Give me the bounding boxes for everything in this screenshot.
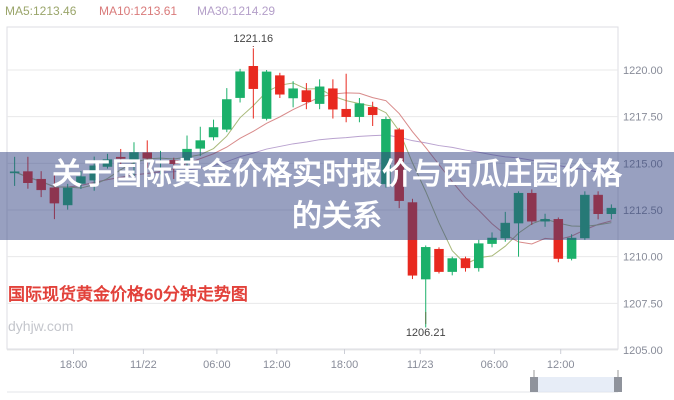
- svg-text:11/22: 11/22: [130, 359, 157, 371]
- svg-text:1220.00: 1220.00: [623, 65, 663, 77]
- svg-text:11/23: 11/23: [407, 359, 434, 371]
- svg-text:18:00: 18:00: [331, 359, 359, 371]
- svg-text:1206.21: 1206.21: [406, 327, 446, 339]
- svg-text:06:00: 06:00: [481, 359, 509, 371]
- svg-text:1205.00: 1205.00: [623, 345, 663, 357]
- svg-text:1221.16: 1221.16: [233, 33, 273, 45]
- svg-text:1207.50: 1207.50: [623, 298, 663, 310]
- svg-text:1210.00: 1210.00: [623, 252, 663, 264]
- svg-text:12:00: 12:00: [263, 359, 291, 371]
- svg-text:18:00: 18:00: [60, 359, 88, 371]
- svg-text:12:00: 12:00: [547, 359, 575, 371]
- svg-text:1217.50: 1217.50: [623, 112, 663, 124]
- svg-text:06:00: 06:00: [203, 359, 231, 371]
